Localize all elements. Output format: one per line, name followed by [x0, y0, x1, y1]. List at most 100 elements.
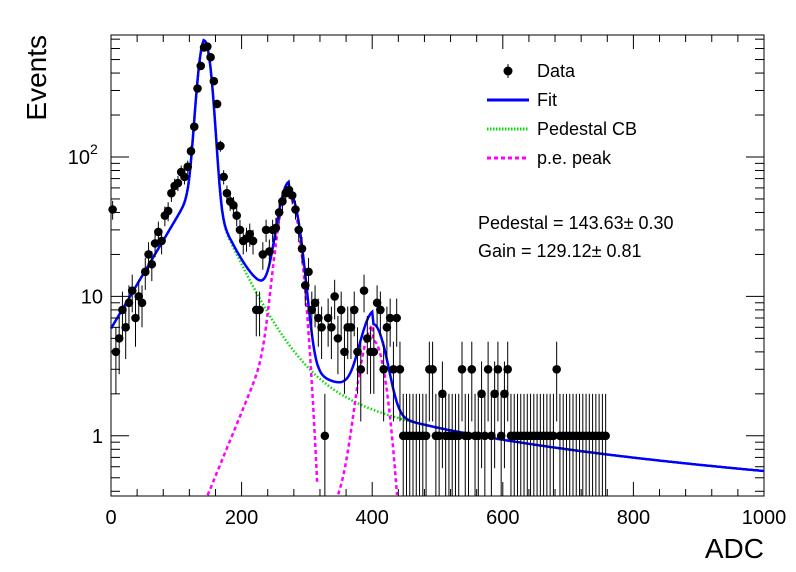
x-tick-label: 800 — [617, 507, 650, 529]
data-points — [108, 42, 610, 496]
data-point — [203, 42, 212, 51]
data-point — [356, 364, 366, 374]
x-tick-label: 0 — [105, 507, 116, 529]
data-point — [248, 236, 258, 246]
data-point — [235, 225, 245, 235]
data-point — [395, 364, 405, 374]
data-point — [124, 298, 134, 308]
data-point — [278, 197, 287, 206]
legend-label: Fit — [537, 90, 557, 110]
data-point — [186, 146, 196, 156]
data-point — [434, 431, 444, 441]
data-point — [154, 227, 163, 237]
legend-label: Pedestal CB — [537, 119, 637, 139]
data-point — [385, 313, 395, 323]
y-tick-labels: 1 10 10 2 — [68, 141, 103, 448]
data-point — [454, 431, 464, 441]
data-point — [490, 389, 499, 399]
data-point — [464, 431, 473, 441]
data-point — [552, 364, 561, 374]
data-point — [369, 347, 379, 357]
data-point — [127, 286, 137, 295]
data-point — [379, 364, 388, 374]
pe-peak-curve — [206, 183, 319, 496]
x-tick-label: 1000 — [742, 507, 787, 529]
data-point — [310, 298, 320, 308]
data-point — [487, 431, 496, 441]
data-point — [232, 211, 242, 220]
data-point — [189, 122, 199, 131]
data-point — [438, 389, 447, 399]
fit-results: Pedestal = 143.63± 0.30 Gain = 129.12± 0… — [478, 213, 674, 261]
data-point — [140, 267, 150, 277]
data-point — [500, 389, 509, 399]
data-point — [163, 206, 173, 216]
data-point — [314, 313, 323, 323]
data-point — [382, 323, 392, 332]
data-point — [258, 250, 268, 259]
data-point — [474, 431, 483, 441]
data-point — [320, 431, 330, 441]
data-point — [297, 244, 307, 253]
data-point — [480, 431, 490, 441]
data-point — [287, 191, 297, 200]
data-point — [118, 305, 127, 315]
data-point — [212, 99, 222, 109]
data-point — [193, 84, 202, 93]
data-point — [157, 236, 166, 246]
data-point — [346, 323, 356, 332]
data-point — [150, 239, 160, 248]
data-point — [392, 313, 401, 323]
data-point — [421, 431, 431, 441]
data-point — [317, 323, 326, 332]
legend-label: Data — [537, 61, 576, 81]
data-point — [389, 364, 398, 374]
data-point — [363, 334, 372, 343]
legend-entry-fit: Fit — [487, 90, 557, 110]
data-point — [349, 305, 359, 315]
data-point — [300, 281, 310, 290]
data-point — [477, 389, 486, 399]
x-tick-label: 200 — [225, 507, 258, 529]
x-axis-title: ADC — [705, 533, 764, 564]
data-point — [216, 141, 225, 151]
data-marker-icon — [503, 66, 513, 76]
data-point — [222, 188, 232, 198]
data-point — [219, 172, 228, 182]
data-point — [359, 286, 369, 295]
data-point — [372, 298, 382, 308]
data-point — [183, 162, 193, 172]
data-point — [496, 431, 506, 441]
x-tick-label: 400 — [356, 507, 389, 529]
data-point — [173, 178, 183, 188]
y-tick-label: 1 — [92, 426, 103, 448]
data-point — [483, 364, 493, 374]
data-point — [304, 267, 313, 277]
data-point — [291, 205, 300, 214]
data-point — [503, 364, 512, 374]
data-point — [209, 76, 219, 86]
data-point — [180, 172, 189, 182]
x-tick-labels: 0 200 400 600 800 1000 — [105, 507, 786, 529]
legend: Data Fit Pedestal CB p.e. peak — [487, 61, 637, 168]
data-point — [261, 225, 271, 235]
data-point — [144, 250, 153, 259]
data-point — [294, 225, 304, 235]
data-point — [108, 205, 117, 214]
data-point — [549, 431, 558, 441]
data-point — [196, 61, 206, 71]
data-point — [601, 431, 610, 441]
data-point — [467, 364, 477, 374]
y-tick-label: 10 — [81, 286, 103, 308]
data-point — [493, 364, 503, 374]
data-point — [336, 305, 346, 315]
data-point — [167, 188, 176, 198]
data-point — [147, 259, 157, 269]
data-point — [134, 292, 144, 301]
data-point — [121, 323, 130, 332]
plot-frame — [110, 34, 765, 497]
y-tick-label-exponent: 2 — [90, 141, 98, 157]
x-tick-label: 600 — [486, 507, 519, 529]
legend-entry-pedestal: Pedestal CB — [487, 119, 637, 139]
